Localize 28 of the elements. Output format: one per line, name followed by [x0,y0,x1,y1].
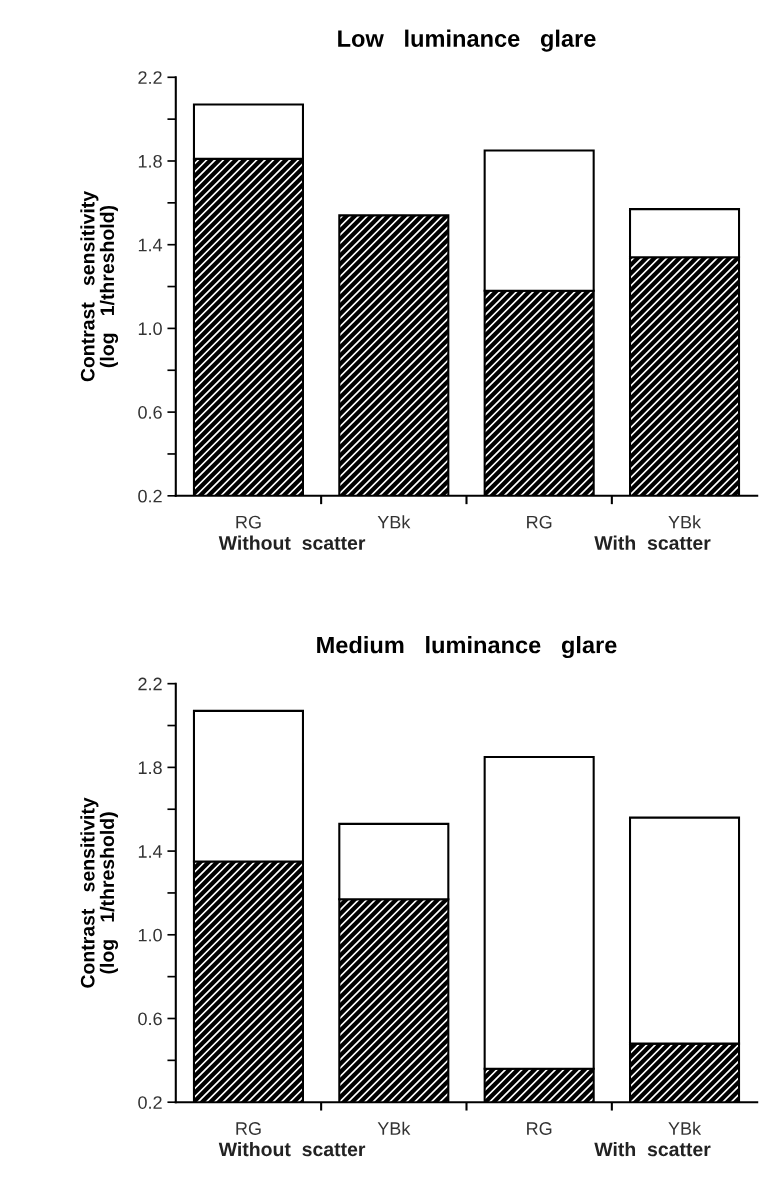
y-tick-label: 0.2 [138,489,162,503]
y-tick-label: 0.6 [138,406,162,419]
x-tick-label: YBk [668,515,702,529]
y-tick-label: 0.2 [138,1096,162,1109]
x-tick-label: RG [236,1122,261,1135]
y-tick-label: 1.8 [138,154,162,168]
y-axis-title: Contrast sensitivity (log 1/threshold) [80,191,119,382]
x-tick-label: RG [236,515,261,529]
y-tick-label: 1.4 [138,238,163,252]
y-tick-label: 1.0 [138,928,162,942]
text: Without scatter [218,535,366,550]
y-tick-label: 1.4 [138,845,163,858]
chart-title: Medium luminance glare [317,636,617,659]
y-tick-label: 2.2 [138,71,162,84]
x-tick-label: RG [527,1122,552,1135]
text: With scatter [594,1141,711,1157]
x-tick-label: YBk [668,1121,702,1135]
x-tick-label: YBk [377,1121,411,1135]
y-tick-label: 1.0 [138,322,162,336]
y-tick-label: 2.2 [138,677,162,691]
text: With scatter [594,535,711,550]
chart-title: Low luminance glare [338,29,596,52]
y-tick-label: 0.6 [138,1012,162,1026]
x-tick-label: RG [527,515,552,529]
y-tick-label: 1.8 [138,761,162,775]
x-tick-label: YBk [377,515,411,529]
y-axis-title: Contrast sensitivity (log 1/threshold) [80,797,119,988]
text: Without scatter [218,1141,366,1157]
